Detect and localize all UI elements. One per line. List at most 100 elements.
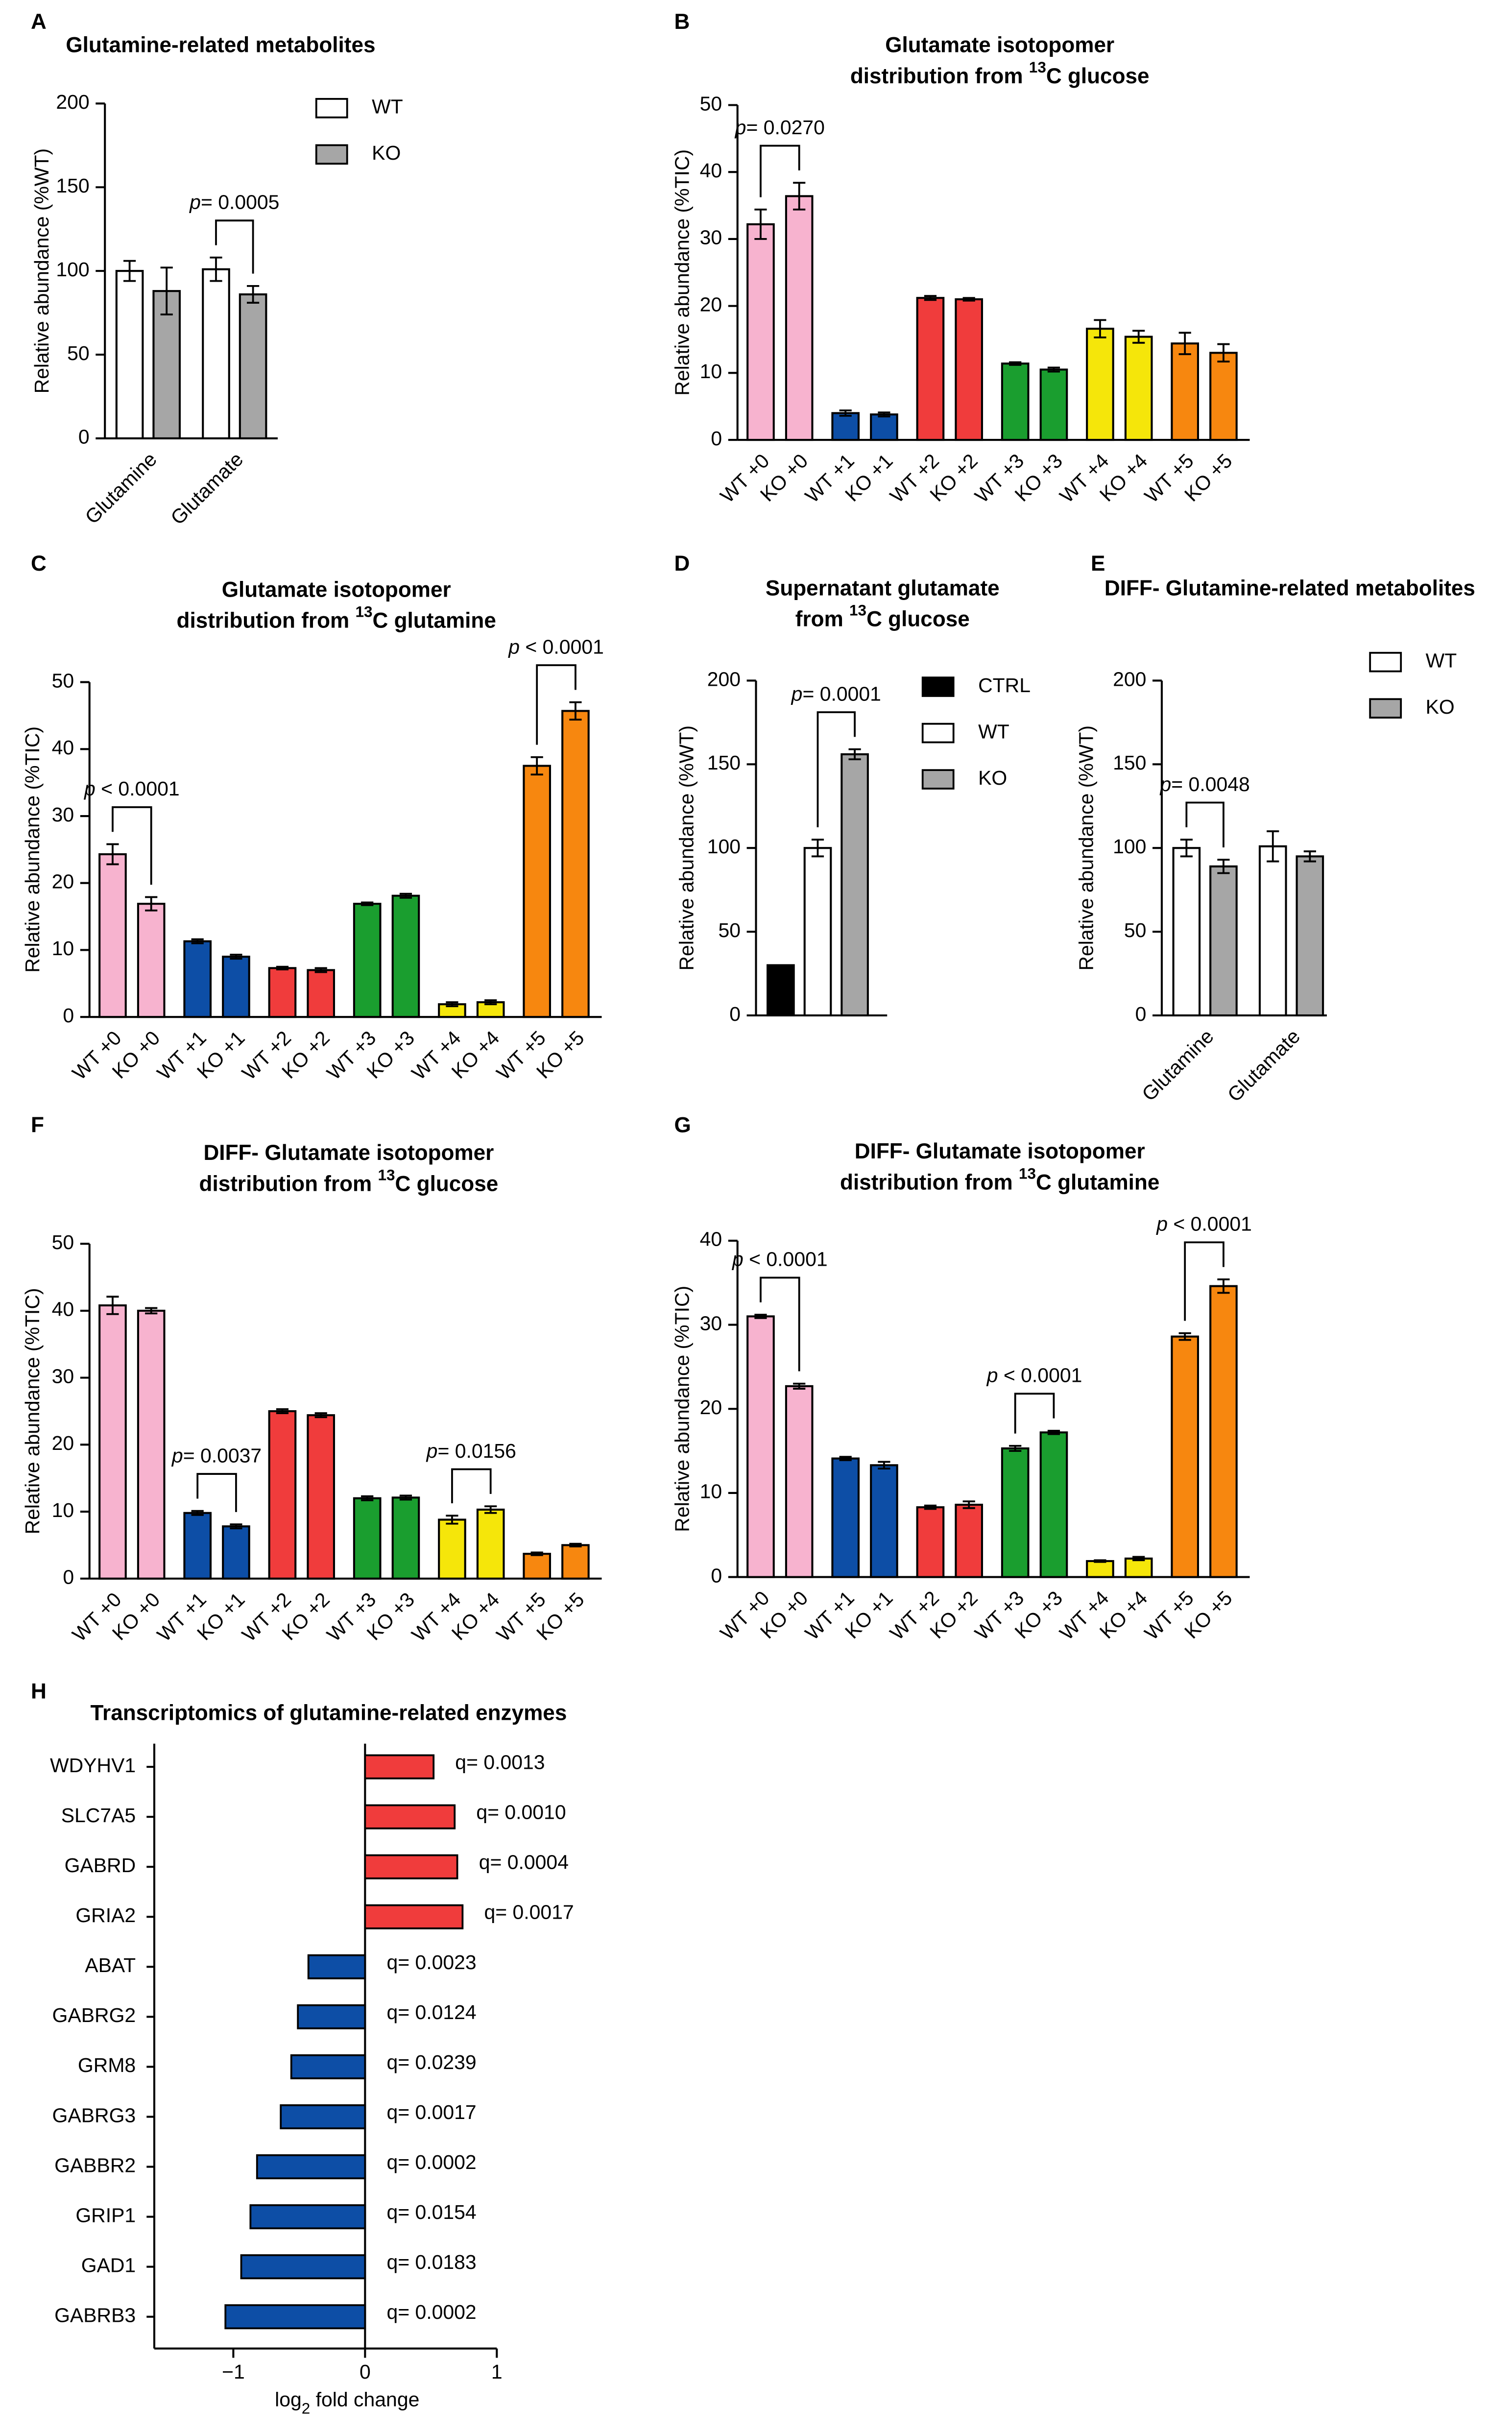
bar — [785, 1385, 814, 1578]
error-bar — [848, 748, 861, 760]
y-tick-label: GABBR2 — [54, 2154, 136, 2176]
bar — [1171, 1335, 1200, 1578]
chart-title-part: C glutamine — [373, 608, 496, 632]
error-bar — [446, 1515, 458, 1525]
error-bar — [361, 901, 374, 906]
bar — [1086, 1560, 1114, 1578]
error-bar — [811, 839, 824, 858]
significance-bracket — [215, 219, 254, 274]
error-bar — [230, 954, 242, 960]
error-bar — [1047, 366, 1060, 373]
x-tick-label: Glutamate — [166, 448, 247, 529]
y-tick-label: 50 — [52, 1231, 74, 1253]
bar — [364, 1854, 458, 1879]
bar — [256, 2154, 366, 2180]
x-tick-label: Glutamate — [1223, 1025, 1304, 1106]
y-tick-label: 50 — [67, 342, 90, 364]
p-value: p < 0.0001 — [507, 635, 604, 658]
bar — [955, 298, 984, 441]
significance-bracket — [536, 664, 576, 745]
error-bar — [399, 892, 412, 899]
p-value-part: p — [986, 1364, 998, 1386]
error-bar — [754, 208, 767, 240]
legend-label: WT — [372, 96, 403, 118]
significance-bracket — [760, 144, 800, 197]
y-tick-label: 20 — [700, 1396, 722, 1419]
q-value: q= 0.0004 — [479, 1851, 569, 1874]
p-value-part: p — [507, 635, 520, 658]
panel-label: B — [674, 10, 690, 34]
p-value: p < 0.0001 — [731, 1248, 828, 1271]
bar — [353, 1497, 382, 1580]
bar — [137, 903, 166, 1018]
y-tick-label: 10 — [52, 937, 74, 960]
bar — [476, 1508, 505, 1580]
chart-title-part: 13 — [1029, 58, 1046, 76]
y-tick-label: 50 — [1124, 919, 1147, 941]
q-value: q= 0.0023 — [386, 1951, 476, 1974]
q-value: q= 0.0017 — [386, 2101, 476, 2123]
bar — [955, 1503, 984, 1578]
legend-label: CTRL — [978, 674, 1031, 697]
chart-title: distribution from 13C glutamine — [177, 603, 496, 632]
error-bar — [962, 1500, 975, 1509]
chart-title-part: 13 — [378, 1166, 395, 1184]
error-bar — [1094, 319, 1106, 338]
bar — [222, 1525, 250, 1580]
error-bar — [1009, 361, 1022, 366]
x-tick-label: −1 — [222, 2360, 245, 2383]
x-tick-label: 0 — [360, 2360, 371, 2383]
significance-bracket — [1185, 801, 1224, 847]
bar — [137, 1309, 166, 1580]
y-axis-label: Relative abundance (%TIC) — [671, 149, 693, 396]
bar — [870, 1464, 898, 1578]
p-value-part: p — [734, 116, 746, 139]
bar — [222, 956, 250, 1018]
error-bar — [314, 967, 327, 973]
q-value: q= 0.0154 — [386, 2201, 476, 2223]
error-bar — [1217, 859, 1230, 874]
y-tick-label: 10 — [700, 360, 722, 383]
x-axis-label-part: 2 — [302, 2400, 311, 2417]
bar — [183, 940, 212, 1018]
y-tick-label: 30 — [700, 226, 722, 249]
y-tick-label: 100 — [1113, 835, 1146, 858]
chart-title: distribution from 13C glucose — [199, 1166, 499, 1196]
y-axis-label: Relative abundance (%TIC) — [671, 1286, 693, 1532]
bar — [1039, 1431, 1068, 1578]
bar — [239, 293, 267, 439]
p-value-part: < 0.0001 — [1168, 1212, 1252, 1235]
legend-label: WT — [1426, 649, 1457, 672]
error-bar — [399, 1494, 412, 1501]
y-tick-label: 0 — [63, 1566, 74, 1589]
p-value-part: p — [731, 1248, 744, 1271]
p-value-part: = 0.0156 — [437, 1440, 516, 1462]
chart-title-part: C glucose — [1046, 64, 1150, 88]
bar — [916, 1506, 945, 1578]
chart-title-part: distribution from — [199, 1172, 378, 1196]
chart-title: Glutamate isotopomer — [885, 33, 1114, 57]
y-tick-label: 0 — [63, 1004, 74, 1027]
bar — [268, 967, 297, 1018]
y-tick-label: 30 — [52, 1365, 74, 1387]
y-tick-label: 150 — [1113, 751, 1146, 774]
chart-title: Supernatant glutamate — [766, 576, 1000, 600]
chart-title-part: distribution from — [840, 1170, 1019, 1194]
y-tick-label: 50 — [700, 92, 722, 115]
y-tick-label: 20 — [52, 870, 74, 893]
q-value: q= 0.0002 — [386, 2301, 476, 2323]
bar — [98, 853, 127, 1018]
error-bar — [754, 1314, 767, 1319]
error-bar — [484, 1505, 497, 1514]
p-value: p= 0.0005 — [189, 191, 279, 213]
y-tick-label: 40 — [52, 1298, 74, 1321]
error-bar — [1132, 330, 1145, 344]
chart-title: DIFF- Glutamate isotopomer — [855, 1139, 1145, 1163]
bar — [840, 753, 869, 1017]
error-bar — [276, 965, 289, 970]
error-bar — [276, 1408, 289, 1414]
y-tick-label: 50 — [718, 919, 741, 941]
error-bar — [569, 701, 582, 721]
y-tick-label: SLC7A5 — [61, 1804, 136, 1827]
bar — [831, 412, 860, 441]
